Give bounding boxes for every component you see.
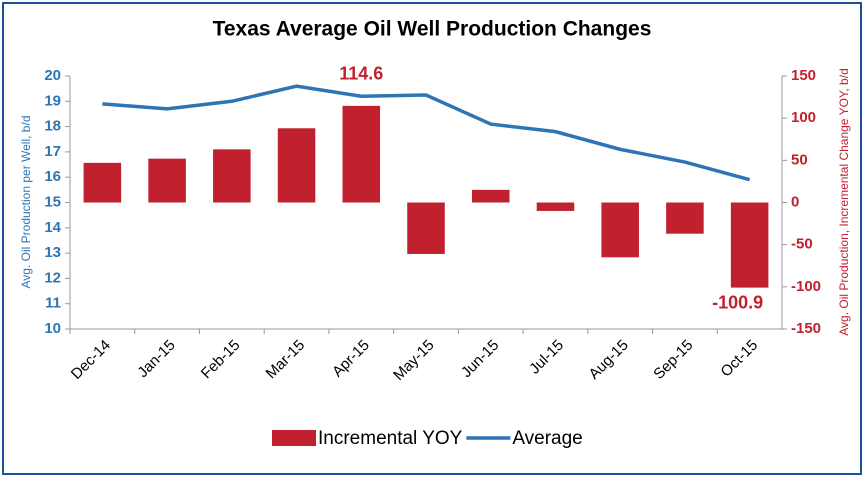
y2-axis-label: Avg. Oil Production, Incremental Change …	[837, 68, 851, 336]
y2-tick-label: 0	[791, 193, 799, 210]
y-tick-label: 15	[44, 193, 61, 210]
bar	[536, 202, 575, 211]
bar	[148, 158, 186, 203]
y-tick-label: 10	[44, 320, 61, 337]
y2-tick-label: 100	[791, 109, 816, 126]
legend-label: Average	[512, 428, 582, 449]
bar	[407, 202, 445, 254]
y2-tick-label: 150	[791, 67, 816, 84]
y2-tick-label: -50	[791, 236, 813, 253]
y-tick-label: 12	[44, 269, 61, 286]
y-tick-label: 17	[44, 143, 61, 160]
y-tick-label: 16	[44, 168, 61, 185]
legend-swatch	[272, 430, 316, 446]
data-label: -100.9	[712, 292, 763, 312]
y2-tick-label: 50	[791, 151, 808, 168]
line	[102, 84, 751, 182]
bar	[83, 162, 122, 203]
y-tick-label: 11	[45, 295, 61, 312]
bar	[277, 128, 316, 203]
y-tick-label: 19	[44, 92, 61, 109]
legend-label: Incremental YOY	[318, 428, 463, 449]
bar	[730, 202, 769, 288]
bar	[213, 149, 251, 203]
bar	[471, 189, 510, 203]
y-tick-label: 20	[44, 67, 61, 84]
data-label: 114.6	[339, 64, 383, 84]
bar	[601, 202, 639, 258]
y-tick-label: 13	[44, 244, 61, 261]
bar	[666, 202, 704, 234]
y2-tick-label: -100	[791, 278, 821, 295]
y2-tick-label: -150	[791, 320, 821, 337]
y-axis-label: Avg. Oil Production per Well, b/d	[19, 116, 33, 289]
chart-title: Texas Average Oil Well Production Change…	[213, 18, 652, 41]
y-tick-label: 18	[44, 118, 61, 135]
bar	[342, 105, 381, 203]
y-tick-label: 14	[44, 219, 61, 236]
